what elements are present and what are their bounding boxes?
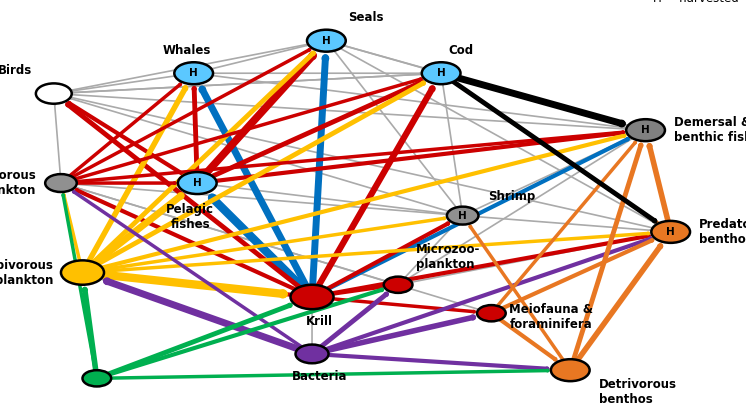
Text: Demersal &
benthic fishes: Demersal & benthic fishes <box>674 116 746 144</box>
Text: Cod: Cod <box>448 44 474 57</box>
Text: H: H <box>193 178 201 188</box>
Circle shape <box>46 174 77 192</box>
Text: Birds: Birds <box>0 64 32 77</box>
Text: H: H <box>666 227 675 237</box>
Text: Detrivorous
benthos: Detrivorous benthos <box>599 378 677 406</box>
Circle shape <box>290 285 333 309</box>
Text: H: H <box>322 36 330 46</box>
Circle shape <box>175 62 213 84</box>
Text: H = harvested: H = harvested <box>653 0 739 5</box>
Circle shape <box>83 370 111 386</box>
Circle shape <box>295 344 328 363</box>
Text: Pelagic
fishes: Pelagic fishes <box>166 203 214 231</box>
Circle shape <box>477 305 506 321</box>
Text: H: H <box>189 68 198 78</box>
Circle shape <box>61 260 104 285</box>
Text: Krill: Krill <box>306 315 333 328</box>
Text: Predatory
benthos: Predatory benthos <box>700 218 746 246</box>
Circle shape <box>651 221 690 243</box>
Text: Meiofauna &
foraminifera: Meiofauna & foraminifera <box>510 303 593 331</box>
Text: Herbivorous
zooplankton: Herbivorous zooplankton <box>0 259 54 287</box>
Circle shape <box>421 62 460 84</box>
Text: H: H <box>458 211 467 220</box>
Text: Seals: Seals <box>348 11 383 24</box>
Text: Bacteria: Bacteria <box>292 370 347 383</box>
Circle shape <box>178 172 216 194</box>
Text: H: H <box>642 125 650 135</box>
Text: Carnivorous
zooplankton: Carnivorous zooplankton <box>0 169 36 197</box>
Circle shape <box>383 277 413 293</box>
Circle shape <box>36 83 72 104</box>
Text: Shrimp: Shrimp <box>488 190 535 203</box>
Text: Microzoo-
plankton: Microzoo- plankton <box>416 243 480 271</box>
Circle shape <box>307 30 345 52</box>
Circle shape <box>551 359 589 381</box>
Circle shape <box>447 207 478 225</box>
Text: H: H <box>436 68 445 78</box>
Text: Whales: Whales <box>163 44 210 57</box>
Circle shape <box>626 119 665 141</box>
